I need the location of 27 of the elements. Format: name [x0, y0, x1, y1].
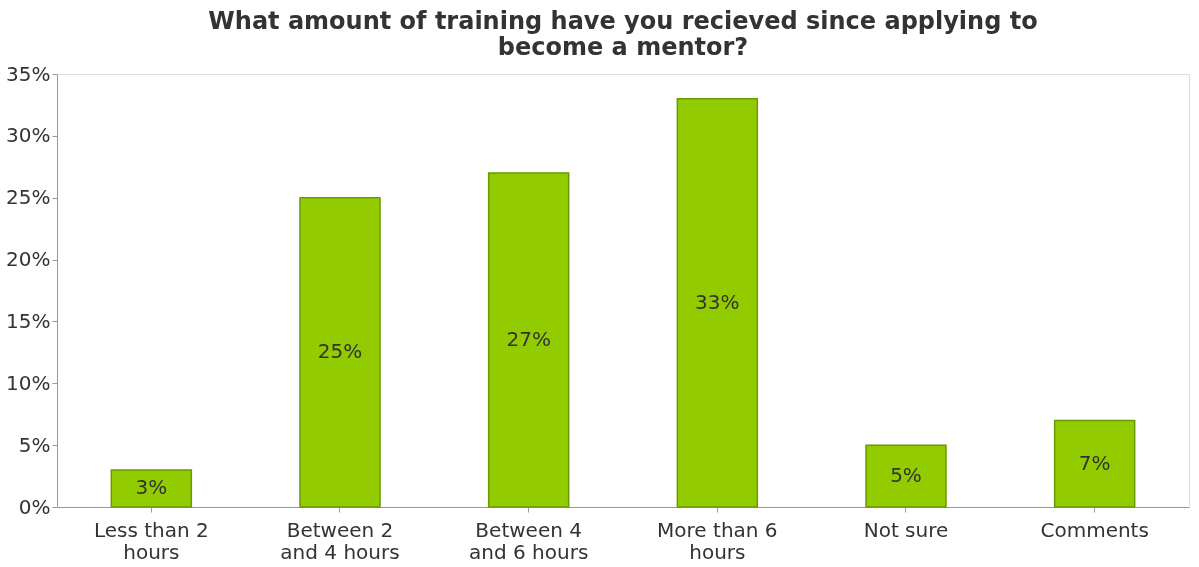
y-tick-label: 10%: [6, 370, 51, 395]
y-tick-label: 35%: [6, 61, 51, 86]
bar: [110, 469, 193, 508]
chart-title: What amount of training have you recieved since applying to become a mentor?: [208, 7, 1038, 61]
x-tick-label: Not sure: [863, 517, 949, 542]
bar: [1053, 419, 1136, 508]
data-label: 27%: [506, 326, 551, 351]
y-tick-label: 30%: [6, 123, 51, 148]
x-tick-label: Between 4 and 6 hours: [469, 517, 589, 564]
bar: [676, 97, 759, 508]
x-tick-label: Less than 2 hours: [93, 517, 209, 564]
y-tick-label: 0%: [18, 494, 51, 519]
data-label: 25%: [317, 339, 363, 364]
bar: [865, 444, 947, 508]
bar: [487, 172, 570, 508]
y-tick-label: 20%: [6, 247, 51, 272]
data-label: 7%: [1078, 450, 1111, 475]
bar: [299, 196, 381, 508]
y-tick-label: 5%: [18, 432, 51, 457]
y-tick-label: 25%: [6, 185, 51, 210]
data-label: 3%: [135, 475, 168, 500]
data-label: 5%: [890, 463, 922, 488]
data-label: 33%: [695, 289, 740, 314]
y-tick-label: 15%: [6, 308, 51, 333]
x-tick-label: More than 6 hours: [657, 517, 778, 564]
x-tick-label: Comments: [1040, 517, 1149, 542]
x-tick-label: Between 2 and 4 hours: [280, 517, 400, 564]
